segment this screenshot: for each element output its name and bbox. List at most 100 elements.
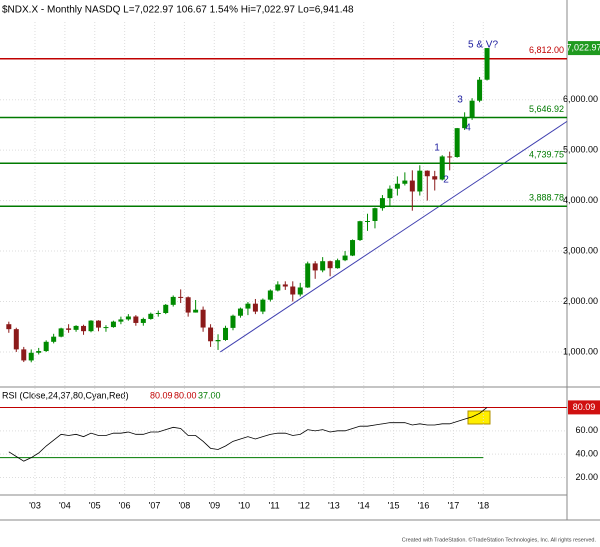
candle-body — [21, 349, 27, 361]
candle-body — [155, 313, 161, 315]
candle-body — [335, 260, 341, 269]
rsi-line — [8, 407, 488, 462]
candle-body — [163, 304, 169, 314]
level-label: 3,888.78 — [529, 193, 564, 203]
candle-body — [477, 79, 483, 101]
candle-body — [133, 316, 139, 323]
x-tick-label: '16 — [418, 500, 430, 510]
last-price-label: 7,022.97 — [566, 42, 600, 52]
candle-body — [237, 308, 243, 316]
annotation: 4 — [465, 123, 471, 134]
candle-body — [260, 299, 266, 312]
x-tick-label: '17 — [448, 500, 460, 510]
candle-body — [290, 286, 296, 295]
candle-body — [439, 156, 445, 180]
candle-body — [103, 327, 109, 329]
x-tick-label: '12 — [298, 500, 310, 510]
x-tick-label: '14 — [358, 500, 370, 510]
candle-body — [327, 261, 333, 269]
candle-body — [409, 180, 415, 192]
x-tick-label: '11 — [269, 500, 280, 510]
y-tick-label: 5,000.00 — [563, 145, 598, 155]
x-tick-label: '08 — [179, 500, 191, 510]
candle-body — [342, 255, 348, 261]
y-tick-label: 1,000.00 — [563, 346, 598, 356]
candle-body — [447, 156, 453, 158]
candle-body — [245, 303, 251, 309]
candle-body — [88, 320, 94, 332]
annotation: 5 & V? — [468, 40, 498, 51]
candle-body — [185, 297, 191, 313]
candle-body — [252, 303, 258, 312]
candle-body — [73, 325, 79, 330]
candle-body — [148, 313, 154, 319]
candle-body — [13, 329, 19, 350]
candle-body — [223, 327, 229, 340]
candle-body — [320, 261, 326, 271]
candle-body — [200, 309, 206, 328]
annotation: 3 — [457, 95, 463, 106]
rsi-level: 80.00 — [174, 390, 197, 400]
x-tick-label: '07 — [149, 500, 161, 510]
y-tick-label: 60.00 — [575, 425, 598, 435]
y-tick-label: 40.00 — [575, 449, 598, 459]
candle-body — [81, 325, 87, 332]
candle-body — [484, 48, 490, 80]
rsi-last-label: 80.09 — [573, 402, 596, 412]
candle-body — [387, 188, 393, 199]
candle-body — [350, 240, 356, 256]
y-tick-label: 3,000.00 — [563, 245, 598, 255]
candle-body — [297, 287, 303, 295]
candle-body — [454, 128, 460, 158]
last-price-box — [568, 41, 600, 56]
x-tick-label: '13 — [328, 500, 340, 510]
candle-body — [432, 176, 438, 180]
x-tick-label: '03 — [29, 500, 41, 510]
candle-body — [51, 336, 57, 342]
candle-body — [305, 263, 311, 288]
candle-body — [469, 100, 475, 118]
candle-body — [118, 319, 124, 322]
x-tick-label: '06 — [119, 500, 131, 510]
candle-body — [43, 341, 49, 352]
candle-body — [424, 170, 430, 177]
x-tick-label: '05 — [89, 500, 101, 510]
candle-body — [312, 263, 318, 271]
candle-body — [66, 328, 72, 330]
x-tick-label: '15 — [388, 500, 400, 510]
trendline — [220, 120, 568, 353]
candle-body — [267, 290, 273, 300]
candle-body — [357, 221, 363, 241]
candle-body — [372, 208, 378, 221]
candle-body — [125, 316, 131, 320]
y-tick-label: 2,000.00 — [563, 296, 598, 306]
annotation: 1 — [434, 143, 440, 154]
rsi-last-box — [568, 400, 600, 415]
level-label: 4,739.75 — [529, 150, 564, 160]
candle-body — [95, 320, 101, 328]
candle-body — [417, 170, 423, 192]
highlight-box — [467, 410, 491, 425]
x-tick-label: '18 — [477, 500, 489, 510]
candle-body — [394, 183, 400, 189]
candle-body — [140, 318, 146, 323]
candle-body — [282, 284, 288, 287]
candle-body — [215, 339, 221, 342]
y-tick-label: 6,000.00 — [563, 94, 598, 104]
x-tick-label: '10 — [238, 500, 250, 510]
y-tick-label: 4,000.00 — [563, 195, 598, 205]
rsi-title: RSI (Close,24,37,80,Cyan,Red) — [2, 390, 129, 400]
candle-body — [58, 328, 64, 337]
chart-title: $NDX.X - Monthly NASDQ L=7,022.97 106.67… — [2, 5, 354, 16]
candle-body — [28, 352, 34, 361]
annotation: 2 — [443, 175, 449, 186]
rsi-level: 37.00 — [198, 390, 221, 400]
candle-body — [230, 315, 236, 328]
candle-body — [364, 220, 370, 222]
level-label: 5,646.92 — [529, 104, 564, 114]
level-label: 6,812.00 — [529, 45, 564, 55]
candle-body — [110, 321, 116, 328]
candle-body — [208, 327, 214, 342]
